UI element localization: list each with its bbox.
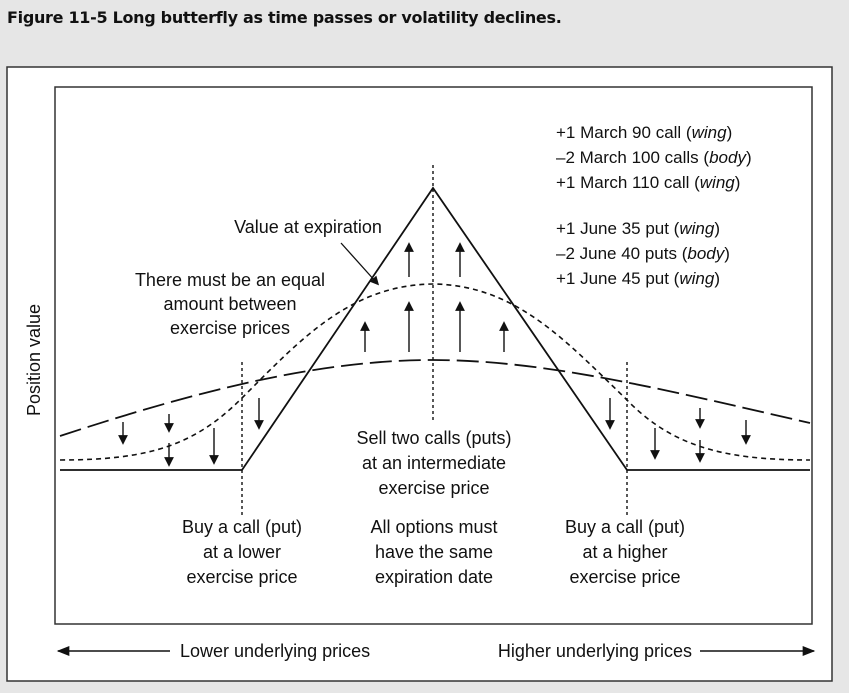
svg-text:at a lower: at a lower (203, 542, 281, 562)
svg-text:Sell two calls (puts): Sell two calls (puts) (356, 428, 511, 448)
svg-text:at an intermediate: at an intermediate (362, 453, 506, 473)
legend-call-2: –2 March 100 calls (body) (556, 148, 752, 167)
svg-text:exercise prices: exercise prices (170, 318, 290, 338)
svg-text:exercise price: exercise price (186, 567, 297, 587)
position-legend: +1 March 90 call (wing) –2 March 100 cal… (556, 123, 752, 288)
figure-title: Figure 11-5 Long butterfly as time passe… (7, 8, 562, 27)
svg-text:have the same: have the same (375, 542, 493, 562)
sell-two-calls-note: Sell two calls (puts) at an intermediate… (356, 428, 511, 498)
legend-call-3: +1 March 110 call (wing) (556, 173, 740, 192)
svg-text:Buy a call (put): Buy a call (put) (182, 517, 302, 537)
svg-text:exercise price: exercise price (378, 478, 489, 498)
svg-text:expiration date: expiration date (375, 567, 493, 587)
legend-call-1: +1 March 90 call (wing) (556, 123, 732, 142)
legend-put-3: +1 June 45 put (wing) (556, 269, 720, 288)
legend-put-1: +1 June 35 put (wing) (556, 219, 720, 238)
svg-text:There must be an equal: There must be an equal (135, 270, 325, 290)
svg-text:All options must: All options must (370, 517, 497, 537)
svg-text:at a higher: at a higher (582, 542, 667, 562)
equal-amount-note: There must be an equal amount between ex… (135, 270, 325, 338)
legend-put-2: –2 June 40 puts (body) (556, 244, 730, 263)
svg-text:exercise price: exercise price (569, 567, 680, 587)
plot-frame (54, 86, 813, 625)
y-axis-label: Position value (24, 304, 44, 416)
same-expiration-note: All options must have the same expiratio… (370, 517, 497, 587)
value-at-expiration-label: Value at expiration (234, 217, 382, 237)
early-value-curve (59, 359, 811, 437)
expiration-pointer (340, 242, 380, 286)
change-arrows (118, 242, 751, 467)
buy-higher-note: Buy a call (put) at a higher exercise pr… (565, 517, 685, 587)
lower-prices-label: Lower underlying prices (180, 641, 370, 661)
buy-lower-note: Buy a call (put) at a lower exercise pri… (182, 517, 302, 587)
svg-text:Buy a call (put): Buy a call (put) (565, 517, 685, 537)
intermediate-value-curve (59, 283, 811, 461)
expiration-value-line (60, 186, 810, 471)
svg-text:amount between: amount between (163, 294, 296, 314)
higher-prices-label: Higher underlying prices (498, 641, 692, 661)
